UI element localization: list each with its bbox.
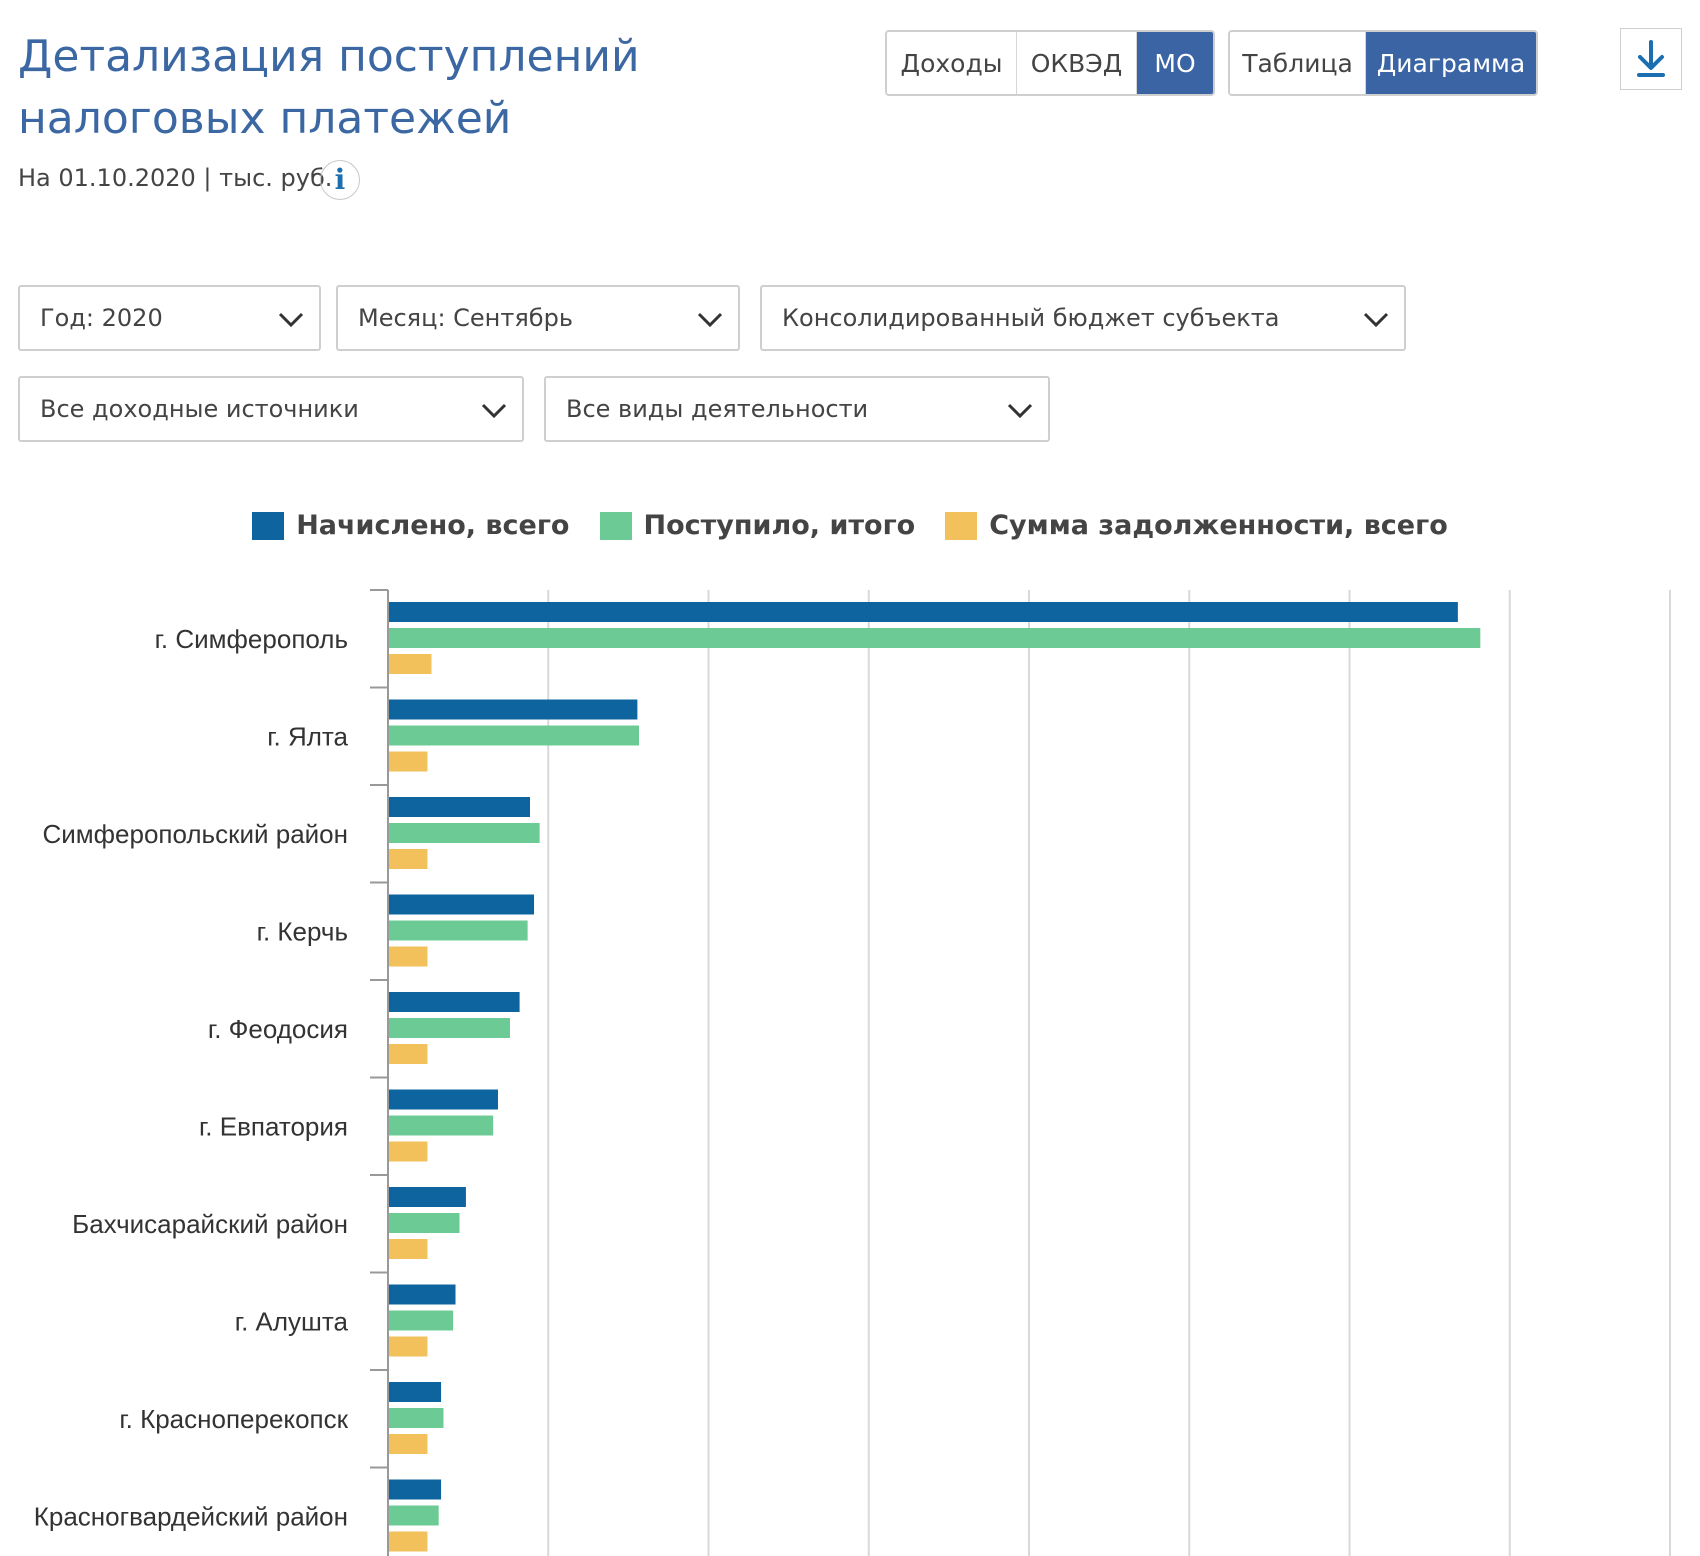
legend-swatch bbox=[252, 511, 285, 540]
chart-legend: Начислено, всего Поступило, итого Сумма … bbox=[0, 510, 1700, 541]
income-sources-select-value: Все доходные источники bbox=[40, 395, 359, 423]
bar-series-3[interactable] bbox=[389, 751, 428, 772]
bar-series-1[interactable] bbox=[389, 992, 520, 1012]
month-select-value: Месяц: Сентябрь bbox=[358, 304, 573, 332]
bar-series-1[interactable] bbox=[389, 1284, 456, 1305]
bar-series-1[interactable] bbox=[389, 699, 638, 720]
year-select[interactable]: Год: 2020 bbox=[18, 285, 321, 351]
bar-series-3[interactable] bbox=[389, 1434, 428, 1454]
bar-series-3[interactable] bbox=[389, 654, 432, 674]
toggle-table[interactable]: Таблица bbox=[1230, 32, 1366, 94]
bar-series-3[interactable] bbox=[389, 1336, 428, 1357]
income-sources-select[interactable]: Все доходные источники bbox=[18, 376, 524, 442]
legend-swatch bbox=[599, 511, 632, 540]
bar-series-2[interactable] bbox=[389, 920, 528, 941]
bar-series-1[interactable] bbox=[389, 797, 531, 817]
bar-series-1[interactable] bbox=[389, 894, 535, 915]
chevron-down-icon bbox=[697, 312, 723, 328]
bar-series-1[interactable] bbox=[389, 1479, 442, 1500]
bar-series-1[interactable] bbox=[389, 1187, 466, 1207]
bar-series-2[interactable] bbox=[389, 725, 639, 746]
bar-series-2[interactable] bbox=[389, 1018, 510, 1038]
category-label: г. Симферополь bbox=[155, 624, 348, 654]
bar-series-2[interactable] bbox=[389, 1115, 494, 1136]
bar-series-3[interactable] bbox=[389, 1531, 428, 1552]
chevron-down-icon bbox=[1007, 403, 1033, 419]
page-title: Детализация поступлений налоговых платеж… bbox=[18, 31, 640, 144]
download-icon bbox=[1637, 40, 1665, 77]
bar-series-1[interactable] bbox=[389, 1089, 498, 1110]
bar-series-2[interactable] bbox=[389, 628, 1481, 648]
toggle-diagram[interactable]: Диаграмма bbox=[1366, 32, 1536, 94]
budget-select[interactable]: Консолидированный бюджет субъекта bbox=[760, 285, 1406, 351]
legend-label: Начислено, всего bbox=[296, 510, 570, 541]
legend-item-debt[interactable]: Сумма задолженности, всего bbox=[945, 510, 1448, 541]
activities-select-value: Все виды деятельности bbox=[566, 395, 869, 423]
toggle-mo[interactable]: МО bbox=[1137, 32, 1213, 94]
bar-series-3[interactable] bbox=[389, 1141, 428, 1162]
category-label: г. Евпатория bbox=[199, 1111, 348, 1141]
toggle-okved[interactable]: ОКВЭД bbox=[1017, 32, 1137, 94]
legend-label: Поступило, итого bbox=[643, 510, 916, 541]
category-label: г. Ялта bbox=[267, 721, 348, 751]
bar-series-2[interactable] bbox=[389, 1408, 444, 1428]
download-button[interactable] bbox=[1620, 28, 1682, 90]
display-toggle: Таблица Диаграмма bbox=[1228, 30, 1538, 96]
activities-select[interactable]: Все виды деятельности bbox=[544, 376, 1050, 442]
budget-select-value: Консолидированный бюджет субъекта bbox=[782, 304, 1280, 332]
category-label: Симферопольский район bbox=[42, 819, 348, 849]
bar-series-3[interactable] bbox=[389, 946, 428, 967]
legend-swatch bbox=[945, 511, 978, 540]
report-date-units: На 01.10.2020 | тыс. руб. bbox=[18, 164, 333, 192]
chevron-down-icon bbox=[481, 403, 507, 419]
legend-item-received[interactable]: Поступило, итого bbox=[599, 510, 916, 541]
chevron-down-icon bbox=[278, 312, 304, 328]
category-label: Красногвардейский район bbox=[34, 1501, 348, 1531]
year-select-value: Год: 2020 bbox=[40, 304, 163, 332]
bar-series-3[interactable] bbox=[389, 1044, 428, 1064]
category-label: г. Алушта bbox=[235, 1306, 349, 1336]
bar-series-2[interactable] bbox=[389, 823, 540, 843]
dataset-toggle: Доходы ОКВЭД МО bbox=[885, 30, 1215, 96]
info-icon[interactable]: i bbox=[320, 160, 360, 200]
bar-series-3[interactable] bbox=[389, 849, 428, 869]
bar-series-2[interactable] bbox=[389, 1310, 454, 1331]
category-label: г. Феодосия bbox=[208, 1014, 348, 1044]
month-select[interactable]: Месяц: Сентябрь bbox=[336, 285, 740, 351]
bar-chart: г. Симферополь г. Ялта Симферопольский рай… bbox=[34, 589, 1671, 1556]
bar-series-1[interactable] bbox=[389, 602, 1458, 622]
category-label: г. Керчь bbox=[257, 916, 348, 946]
bar-series-3[interactable] bbox=[389, 1239, 428, 1259]
bar-series-2[interactable] bbox=[389, 1505, 439, 1526]
legend-label: Сумма задолженности, всего bbox=[989, 510, 1448, 541]
category-label: Бахчисарайский район bbox=[72, 1209, 348, 1239]
bar-series-2[interactable] bbox=[389, 1213, 460, 1233]
legend-item-accrued[interactable]: Начислено, всего bbox=[252, 510, 570, 541]
category-label: г. Красноперекопск bbox=[119, 1404, 348, 1434]
toggle-income[interactable]: Доходы bbox=[887, 32, 1017, 94]
bar-series-1[interactable] bbox=[389, 1382, 442, 1402]
chevron-down-icon bbox=[1363, 312, 1389, 328]
